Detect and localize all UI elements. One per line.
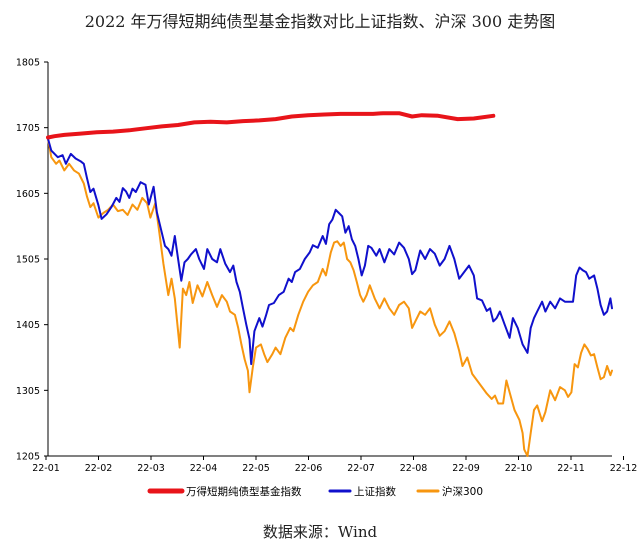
x-tick-label: 22-12: [610, 463, 638, 474]
x-tick-label: 22-10: [505, 463, 533, 474]
chart-legend: 万得短期纯债型基金指数 上证指数 沪深300: [147, 485, 483, 498]
legend-label: 上证指数: [354, 485, 396, 498]
y-tick-label: 1705: [16, 123, 40, 134]
x-tick-label: 22-03: [137, 463, 165, 474]
x-tick-label: 22-07: [347, 463, 375, 474]
series-line-bond-fund-index: [46, 111, 496, 140]
x-tick-label: 22-05: [242, 463, 270, 474]
y-tick-label: 1505: [16, 255, 40, 266]
series-line-sse-index: [47, 137, 613, 366]
y-tick-label: 1805: [16, 58, 40, 69]
y-tick-label: 1305: [16, 386, 40, 397]
source-note: 数据来源：Wind: [262, 523, 378, 541]
legend-label: 万得短期纯债型基金指数: [186, 485, 302, 498]
y-tick-label: 1205: [16, 452, 40, 463]
x-tick-label: 22-08: [400, 463, 428, 474]
x-tick-label: 22-06: [295, 463, 323, 474]
y-tick-label: 1605: [16, 189, 40, 200]
x-tick-label: 22-01: [32, 463, 60, 474]
x-tick-label: 22-04: [190, 463, 218, 474]
x-tick-label: 22-09: [452, 463, 480, 474]
legend-label: 沪深300: [442, 485, 483, 498]
series-line-csi300: [47, 137, 613, 457]
series-layer: [46, 111, 613, 457]
x-tick-label: 22-11: [557, 463, 585, 474]
y-tick-label: 1405: [16, 320, 40, 331]
chart-title: 2022 年万得短期纯债型基金指数对比上证指数、沪深 300 走势图: [84, 12, 556, 31]
chart-axes: 1205 1305 1405 1505 1605 1705 1805 22-01 22-02 22…: [16, 58, 637, 475]
x-tick-label: 22-02: [85, 463, 113, 474]
